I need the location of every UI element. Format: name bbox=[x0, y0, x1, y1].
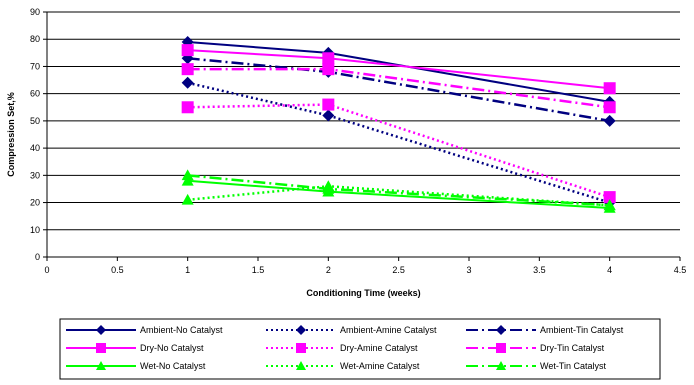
legend-entry: Ambient-Tin Catalyst bbox=[466, 325, 624, 335]
series-line bbox=[187, 49, 610, 90]
y-tick-label: 20 bbox=[30, 198, 40, 208]
x-tick-label: 3.5 bbox=[533, 265, 546, 275]
series-line bbox=[187, 179, 610, 209]
tick-labels: 0 0.5 1 1.5 2 2.5 3 3.5 4 4.5 0 10 20 30 40 50 60 70 80 90 bbox=[30, 7, 686, 275]
legend-marker bbox=[296, 343, 306, 353]
data-point bbox=[603, 199, 616, 211]
series-group bbox=[181, 35, 616, 213]
x-tick-label: 3 bbox=[466, 265, 471, 275]
x-tick-label: 4.5 bbox=[674, 265, 687, 275]
legend-frame bbox=[59, 318, 661, 380]
legend-label: Dry-Amine Catalyst bbox=[340, 343, 418, 353]
series-line bbox=[187, 40, 610, 103]
data-point bbox=[181, 76, 194, 89]
x-tick-label: 2 bbox=[326, 265, 331, 275]
data-point bbox=[322, 98, 335, 111]
legend-marker bbox=[96, 325, 106, 335]
x-tick-label: 1 bbox=[185, 265, 190, 275]
data-point bbox=[181, 169, 194, 181]
legend-marker bbox=[496, 343, 506, 353]
x-tick-label: 1.5 bbox=[252, 265, 265, 275]
y-tick-label: 70 bbox=[30, 61, 40, 71]
legend-entry: Wet-No Catalyst bbox=[66, 361, 206, 371]
axes bbox=[43, 11, 681, 261]
data-point bbox=[603, 101, 616, 114]
series-line bbox=[187, 81, 611, 204]
data-point bbox=[181, 174, 194, 186]
legend: Ambient-No Catalyst Ambient-Amine Catalys… bbox=[59, 318, 661, 380]
series-dry-tin-catalyst bbox=[181, 63, 616, 114]
legend-entry: Dry-Amine Catalyst bbox=[266, 343, 418, 353]
legend-label: Wet-No Catalyst bbox=[140, 361, 206, 371]
legend-entry: Ambient-Amine Catalyst bbox=[266, 325, 437, 335]
legend-marker bbox=[496, 325, 506, 335]
y-tick-label: 0 bbox=[35, 252, 40, 262]
data-point bbox=[181, 44, 194, 57]
legend-entry: Dry-No Catalyst bbox=[66, 343, 204, 353]
legend-marker bbox=[496, 361, 506, 370]
legend-marker bbox=[96, 361, 106, 370]
series-line bbox=[187, 67, 610, 109]
legend-label: Dry-No Catalyst bbox=[140, 343, 204, 353]
y-tick-label: 80 bbox=[30, 34, 40, 44]
data-point bbox=[181, 193, 194, 205]
series-dry-no-catalyst bbox=[181, 44, 616, 95]
series-ambient-amine-catalyst bbox=[181, 76, 616, 209]
data-point bbox=[181, 101, 194, 114]
data-point bbox=[603, 82, 616, 95]
legend-entry: Wet-Tin Catalyst bbox=[466, 361, 607, 371]
data-point bbox=[603, 191, 616, 204]
y-tick-label: 90 bbox=[30, 7, 40, 17]
legend-entry: Dry-Tin Catalyst bbox=[466, 343, 605, 353]
series-wet-no-catalyst bbox=[181, 174, 616, 213]
x-tick-label: 0.5 bbox=[111, 265, 124, 275]
data-point bbox=[322, 52, 335, 65]
legend-marker bbox=[296, 325, 306, 335]
legend-marker bbox=[96, 343, 106, 353]
series-ambient-tin-catalyst bbox=[181, 52, 616, 127]
legend-marker bbox=[296, 361, 306, 370]
data-point bbox=[322, 182, 335, 194]
x-tick-label: 2.5 bbox=[392, 265, 405, 275]
x-axis-label: Conditioning Time (weeks) bbox=[306, 288, 420, 298]
y-tick-label: 10 bbox=[30, 225, 40, 235]
y-tick-label: 30 bbox=[30, 170, 40, 180]
series-wet-tin-catalyst bbox=[181, 169, 616, 211]
legend-label: Dry-Tin Catalyst bbox=[540, 343, 605, 353]
data-point bbox=[322, 63, 335, 76]
legend-label: Wet-Amine Catalyst bbox=[340, 361, 420, 371]
legend-label: Ambient-No Catalyst bbox=[140, 325, 223, 335]
legend-entry: Ambient-No Catalyst bbox=[66, 325, 223, 335]
data-point bbox=[181, 63, 194, 76]
data-point bbox=[322, 109, 335, 122]
legend-entry: Wet-Amine Catalyst bbox=[266, 361, 420, 371]
y-tick-label: 50 bbox=[30, 116, 40, 126]
y-tick-label: 40 bbox=[30, 143, 40, 153]
legend-label: Ambient-Tin Catalyst bbox=[540, 325, 624, 335]
series-line bbox=[187, 57, 610, 123]
series-dry-amine-catalyst bbox=[181, 98, 616, 204]
y-tick-label: 60 bbox=[30, 89, 40, 99]
legend-label: Ambient-Amine Catalyst bbox=[340, 325, 437, 335]
series-line bbox=[187, 103, 611, 199]
data-point bbox=[603, 114, 616, 127]
x-tick-label: 4 bbox=[607, 265, 612, 275]
legend-label: Wet-Tin Catalyst bbox=[540, 361, 607, 371]
x-tick-label: 0 bbox=[44, 265, 49, 275]
y-axis-label: Compression Set,% bbox=[6, 92, 16, 177]
grid-lines bbox=[47, 11, 680, 231]
